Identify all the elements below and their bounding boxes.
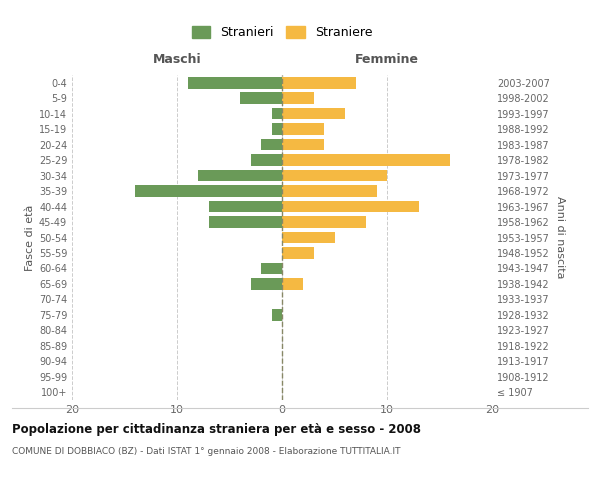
Text: Maschi: Maschi xyxy=(152,52,202,66)
Y-axis label: Fasce di età: Fasce di età xyxy=(25,204,35,270)
Bar xyxy=(282,278,303,289)
Text: COMUNE DI DOBBIACO (BZ) - Dati ISTAT 1° gennaio 2008 - Elaborazione TUTTITALIA.I: COMUNE DI DOBBIACO (BZ) - Dati ISTAT 1° … xyxy=(12,448,401,456)
Text: Femmine: Femmine xyxy=(355,52,419,66)
Bar xyxy=(209,200,282,212)
Bar xyxy=(282,200,419,212)
Bar xyxy=(282,154,450,166)
Bar xyxy=(282,92,314,104)
Bar xyxy=(282,216,366,228)
Bar xyxy=(251,154,282,166)
Bar xyxy=(282,139,324,150)
Bar xyxy=(271,309,282,320)
Bar xyxy=(135,186,282,197)
Bar xyxy=(209,216,282,228)
Bar xyxy=(282,247,314,259)
Bar xyxy=(251,278,282,289)
Y-axis label: Anni di nascita: Anni di nascita xyxy=(555,196,565,279)
Bar xyxy=(282,232,335,243)
Bar xyxy=(198,170,282,181)
Text: Popolazione per cittadinanza straniera per età e sesso - 2008: Popolazione per cittadinanza straniera p… xyxy=(12,422,421,436)
Bar xyxy=(271,108,282,120)
Bar xyxy=(187,77,282,88)
Bar xyxy=(282,77,355,88)
Bar xyxy=(282,124,324,135)
Bar xyxy=(261,139,282,150)
Bar xyxy=(240,92,282,104)
Bar xyxy=(271,124,282,135)
Bar xyxy=(282,108,345,120)
Bar xyxy=(282,170,387,181)
Bar xyxy=(261,262,282,274)
Bar xyxy=(282,186,377,197)
Legend: Stranieri, Straniere: Stranieri, Straniere xyxy=(187,21,377,44)
